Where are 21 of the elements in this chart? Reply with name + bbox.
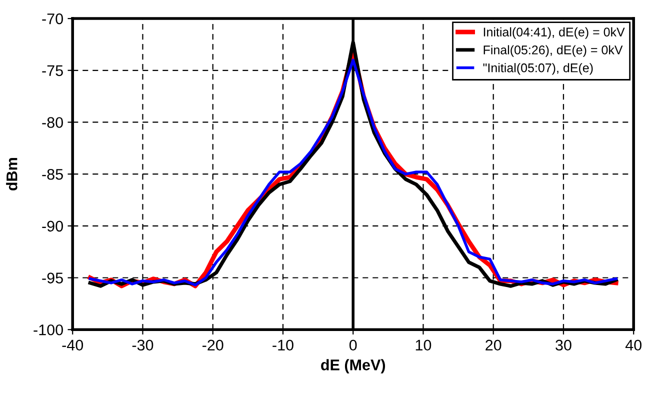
legend-label: Initial(04:41), dE(e) = 0kV xyxy=(484,27,625,39)
y-axis-title: dBm xyxy=(6,158,18,190)
y-tick-label: -90 xyxy=(42,220,63,232)
x-tick-label: -30 xyxy=(132,340,154,351)
x-tick-label: -10 xyxy=(272,340,294,351)
x-tick-label: 10 xyxy=(416,340,432,351)
y-tick-label: -95 xyxy=(42,272,63,284)
legend-label: "Initial(05:07), dE(e) xyxy=(483,63,593,75)
x-tick-label: 30 xyxy=(556,340,572,351)
y-tick-label: -85 xyxy=(42,168,63,180)
legend-label: Final(05:26), dE(e) = 0kV xyxy=(484,45,623,57)
y-tick-label: -80 xyxy=(42,117,63,128)
x-tick-label: -40 xyxy=(62,340,84,351)
x-tick-label: 40 xyxy=(625,340,642,351)
y-tick-label: -100 xyxy=(34,324,63,336)
y-tick-label: -75 xyxy=(42,65,63,76)
x-tick-label: 0 xyxy=(349,340,357,351)
x-tick-label: 20 xyxy=(486,340,502,351)
y-tick-label: -70 xyxy=(42,13,63,24)
x-tick-label: -20 xyxy=(202,340,224,351)
x-axis-title: dE (MeV) xyxy=(321,359,386,374)
